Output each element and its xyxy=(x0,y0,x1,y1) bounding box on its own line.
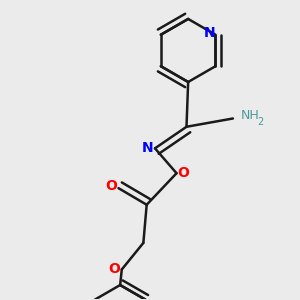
Text: 2: 2 xyxy=(257,117,263,127)
Text: N: N xyxy=(204,26,215,40)
Text: O: O xyxy=(177,166,189,180)
Text: NH: NH xyxy=(241,109,260,122)
Text: N: N xyxy=(142,141,154,155)
Text: O: O xyxy=(105,178,117,193)
Text: O: O xyxy=(109,262,120,276)
